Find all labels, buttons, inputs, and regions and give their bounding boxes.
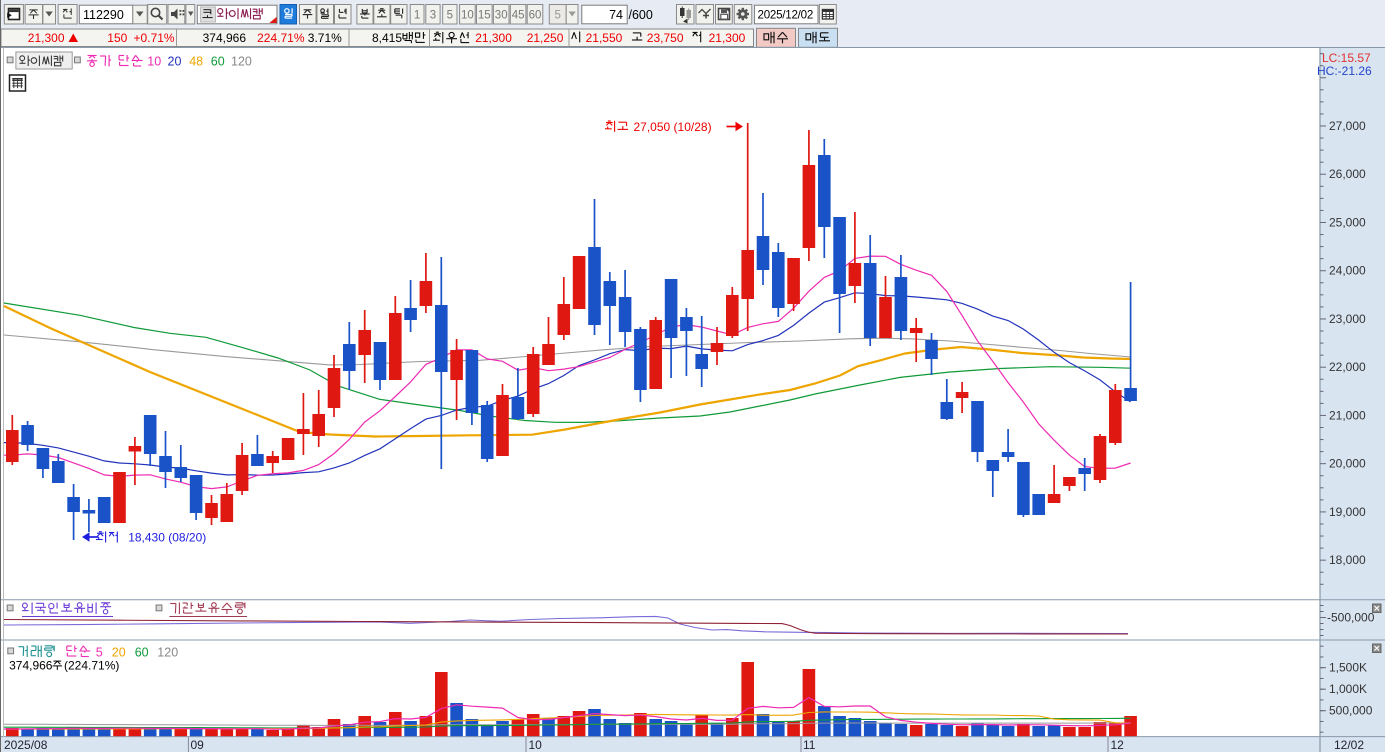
svg-text:24,000: 24,000 <box>1329 264 1366 278</box>
svg-text:374,966: 374,966 <box>9 659 53 673</box>
svg-text:21,000: 21,000 <box>1329 408 1366 422</box>
svg-text:60: 60 <box>135 646 149 660</box>
svg-text:45: 45 <box>512 10 525 22</box>
svg-text:224.71%: 224.71% <box>257 31 305 45</box>
svg-text:12: 12 <box>1111 738 1125 752</box>
svg-text:120: 120 <box>157 646 178 660</box>
svg-text:8,415: 8,415 <box>372 31 402 45</box>
svg-text:10: 10 <box>529 738 543 752</box>
svg-text:5: 5 <box>554 10 560 22</box>
svg-text:74: 74 <box>609 8 623 22</box>
svg-text:60: 60 <box>211 55 225 69</box>
svg-text:500,000: 500,000 <box>1329 704 1373 718</box>
svg-text:20: 20 <box>112 646 126 660</box>
svg-text:30: 30 <box>495 10 508 22</box>
svg-text:+0.71%: +0.71% <box>134 31 175 45</box>
svg-text:21,300: 21,300 <box>475 31 512 45</box>
svg-text:2025/12/02: 2025/12/02 <box>758 9 814 22</box>
svg-text:23,750: 23,750 <box>647 31 684 45</box>
svg-text:21,550: 21,550 <box>586 31 623 45</box>
svg-text:HC:-21.26: HC:-21.26 <box>1317 64 1372 78</box>
svg-text:25,000: 25,000 <box>1329 216 1366 230</box>
svg-text:20,000: 20,000 <box>1329 457 1366 471</box>
svg-text:3: 3 <box>430 10 436 22</box>
svg-text:10: 10 <box>147 55 161 69</box>
svg-text:1: 1 <box>414 10 420 22</box>
svg-text:19,000: 19,000 <box>1329 505 1366 519</box>
svg-text:48: 48 <box>189 55 203 69</box>
svg-text:150: 150 <box>107 31 127 45</box>
svg-text:1,000K: 1,000K <box>1329 682 1367 696</box>
svg-text:5: 5 <box>447 10 453 22</box>
svg-text:18,000: 18,000 <box>1329 553 1366 567</box>
svg-text:5: 5 <box>96 646 103 660</box>
svg-text:21,300: 21,300 <box>28 31 65 45</box>
svg-text:(224.71%): (224.71%) <box>64 659 119 673</box>
svg-text:11: 11 <box>803 738 816 752</box>
svg-text:60: 60 <box>529 10 542 22</box>
svg-text:21,250: 21,250 <box>527 31 564 45</box>
svg-text:10: 10 <box>461 10 474 22</box>
svg-text:27,000: 27,000 <box>1329 119 1366 133</box>
svg-text:2025/08: 2025/08 <box>4 738 48 752</box>
svg-text:15: 15 <box>478 10 491 22</box>
svg-text:12/02: 12/02 <box>1334 738 1364 752</box>
svg-text:20: 20 <box>168 55 182 69</box>
svg-text:18,430 (08/20): 18,430 (08/20) <box>128 531 206 545</box>
svg-text:22,000: 22,000 <box>1329 360 1366 374</box>
svg-text:374,966: 374,966 <box>203 31 247 45</box>
svg-text:3.71%: 3.71% <box>308 31 342 45</box>
svg-text:23,000: 23,000 <box>1329 312 1366 326</box>
svg-text:09: 09 <box>191 738 205 752</box>
svg-text:1,500K: 1,500K <box>1329 661 1367 675</box>
svg-text:112290: 112290 <box>83 8 124 22</box>
svg-text:-500,000: -500,000 <box>1327 611 1375 625</box>
svg-text:27,050 (10/28): 27,050 (10/28) <box>634 120 712 134</box>
svg-text:21,300: 21,300 <box>709 31 746 45</box>
svg-text:26,000: 26,000 <box>1329 167 1366 181</box>
svg-text:120: 120 <box>231 55 252 69</box>
svg-text:/600: /600 <box>629 8 653 22</box>
svg-text:LC:15.57: LC:15.57 <box>1322 51 1371 65</box>
